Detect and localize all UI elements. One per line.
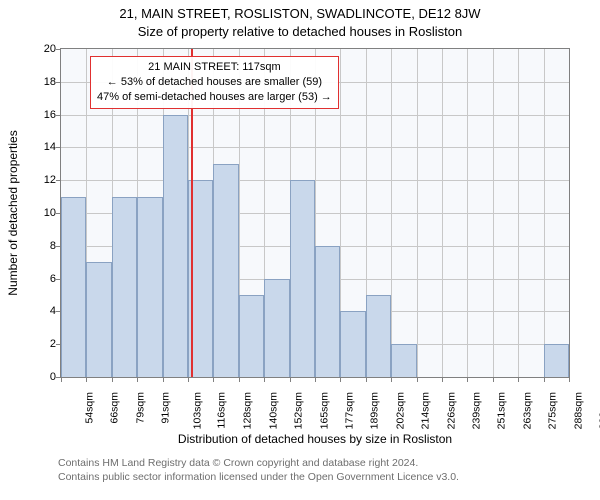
x-tick-label: 152sqm: [293, 392, 305, 429]
y-tick-mark: [56, 377, 60, 378]
y-tick-mark: [56, 147, 60, 148]
x-tick-label: 54sqm: [84, 392, 96, 424]
x-tick-mark: [315, 378, 316, 382]
callout-line: 21 MAIN STREET: 117sqm: [97, 60, 332, 75]
x-tick-label: 140sqm: [267, 392, 279, 429]
y-tick-mark: [56, 115, 60, 116]
x-tick-mark: [163, 378, 164, 382]
y-axis-label: Number of detached properties: [6, 48, 20, 378]
histogram-bar: [290, 180, 315, 377]
x-tick-mark: [290, 378, 291, 382]
x-tick-mark: [442, 378, 443, 382]
x-tick-mark: [518, 378, 519, 382]
x-tick-mark: [86, 378, 87, 382]
x-tick-mark: [61, 378, 62, 382]
x-tick-label: 275sqm: [547, 392, 559, 429]
histogram-bar: [112, 197, 137, 377]
y-tick-label: 18: [26, 76, 56, 88]
x-tick-label: 128sqm: [242, 392, 254, 429]
y-tick-label: 2: [26, 338, 56, 350]
x-tick-mark: [467, 378, 468, 382]
address-title: 21, MAIN STREET, ROSLISTON, SWADLINCOTE,…: [0, 6, 600, 21]
x-tick-label: 288sqm: [572, 392, 584, 429]
chart-subtitle: Size of property relative to detached ho…: [0, 24, 600, 39]
x-tick-mark: [366, 378, 367, 382]
gridline-v: [391, 49, 392, 377]
x-tick-mark: [213, 378, 214, 382]
x-tick-label: 79sqm: [134, 392, 146, 424]
y-tick-label: 0: [26, 371, 56, 383]
x-tick-mark: [188, 378, 189, 382]
callout-line: 47% of semi-detached houses are larger (…: [97, 90, 332, 105]
footer-attribution: Contains HM Land Registry data © Crown c…: [58, 456, 590, 484]
y-tick-mark: [56, 82, 60, 83]
x-tick-mark: [417, 378, 418, 382]
histogram-bar: [61, 197, 86, 377]
x-tick-label: 189sqm: [369, 392, 381, 429]
callout-line: ← 53% of detached houses are smaller (59…: [97, 75, 332, 90]
x-tick-mark: [264, 378, 265, 382]
y-tick-mark: [56, 344, 60, 345]
x-tick-mark: [239, 378, 240, 382]
histogram-bar: [366, 295, 391, 377]
histogram-bar: [137, 197, 162, 377]
y-tick-label: 8: [26, 240, 56, 252]
gridline-v: [467, 49, 468, 377]
x-tick-mark: [391, 378, 392, 382]
x-tick-label: 251sqm: [496, 392, 508, 429]
x-tick-mark: [544, 378, 545, 382]
x-tick-label: 202sqm: [394, 392, 406, 429]
y-tick-label: 16: [26, 109, 56, 121]
y-tick-mark: [56, 49, 60, 50]
x-tick-mark: [569, 378, 570, 382]
x-tick-label: 165sqm: [318, 392, 330, 429]
property-callout: 21 MAIN STREET: 117sqm← 53% of detached …: [90, 56, 339, 109]
x-tick-label: 263sqm: [521, 392, 533, 429]
x-tick-label: 103sqm: [191, 392, 203, 429]
x-tick-label: 214sqm: [420, 392, 432, 429]
y-tick-mark: [56, 311, 60, 312]
y-tick-label: 10: [26, 207, 56, 219]
gridline-v: [544, 49, 545, 377]
histogram-bar: [391, 344, 416, 377]
histogram-bar: [315, 246, 340, 377]
x-axis-label: Distribution of detached houses by size …: [60, 432, 570, 446]
x-tick-label: 177sqm: [343, 392, 355, 429]
x-tick-label: 226sqm: [445, 392, 457, 429]
y-tick-label: 14: [26, 141, 56, 153]
y-tick-mark: [56, 213, 60, 214]
x-tick-mark: [340, 378, 341, 382]
histogram-bar: [213, 164, 238, 377]
gridline-v: [442, 49, 443, 377]
histogram-bar: [239, 295, 264, 377]
x-tick-mark: [137, 378, 138, 382]
gridline-v: [518, 49, 519, 377]
y-tick-mark: [56, 246, 60, 247]
x-tick-label: 66sqm: [109, 392, 121, 424]
histogram-bar: [163, 115, 188, 377]
histogram-bar: [340, 311, 365, 377]
footer-line2: Contains public sector information licen…: [58, 471, 459, 483]
x-tick-mark: [112, 378, 113, 382]
y-tick-label: 12: [26, 174, 56, 186]
y-tick-label: 20: [26, 43, 56, 55]
x-tick-label: 239sqm: [470, 392, 482, 429]
y-tick-label: 6: [26, 273, 56, 285]
x-tick-label: 91sqm: [160, 392, 172, 424]
gridline-v: [493, 49, 494, 377]
histogram-bar: [86, 262, 111, 377]
y-tick-mark: [56, 279, 60, 280]
footer-line1: Contains HM Land Registry data © Crown c…: [58, 457, 418, 469]
histogram-bar: [264, 279, 289, 377]
x-tick-mark: [493, 378, 494, 382]
y-tick-mark: [56, 180, 60, 181]
x-tick-label: 116sqm: [216, 392, 228, 429]
gridline-v: [417, 49, 418, 377]
histogram-bar: [544, 344, 569, 377]
y-tick-label: 4: [26, 305, 56, 317]
